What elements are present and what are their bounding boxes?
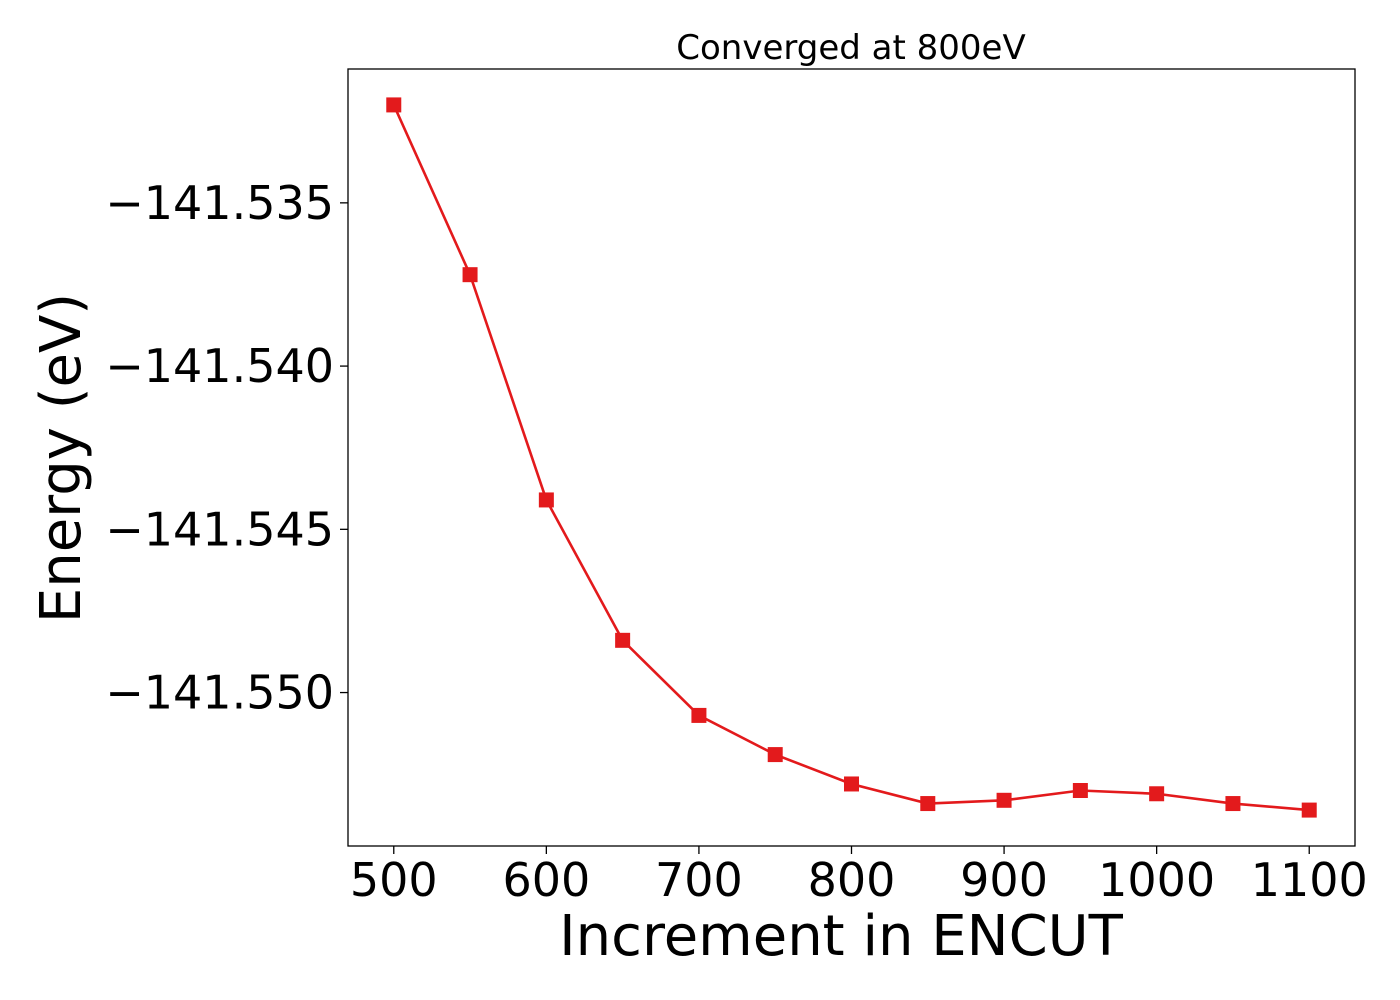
data-point-marker [538,492,554,508]
series-line [392,104,1310,812]
data-point-marker [1149,786,1165,802]
data-point-marker [1225,796,1241,812]
x-axis: 500 600 700 800 900 1000 1100 [350,846,1368,907]
data-point-marker [1301,802,1317,818]
data-point-marker [615,632,631,648]
data-point-marker [996,792,1012,808]
data-point-marker [691,707,707,723]
x-axis-label: Increment in ENCUT [559,904,1124,969]
y-tick-label: −141.550 [105,666,334,720]
x-tick-label: 900 [960,853,1048,907]
y-tick-label: −141.545 [105,502,334,556]
data-point-marker [920,796,936,812]
x-tick-label: 500 [350,853,438,907]
y-tick-label: −141.535 [105,176,334,230]
data-point-marker [462,267,478,283]
data-point-marker [844,776,859,792]
x-tick-label: 1100 [1251,853,1368,907]
x-tick-label: 800 [808,853,896,907]
x-tick-label: 700 [655,853,743,907]
plot-frame [347,68,1356,847]
chart-title: Converged at 800eV [676,28,1025,68]
data-point-marker [386,97,402,113]
data-point-marker [1072,783,1088,798]
y-axis: −141.535 −141.540 −141.545 −141.550 [105,176,348,720]
series-layer [386,97,1317,818]
x-tick-label: 600 [502,853,590,907]
y-tick-label: −141.540 [105,339,334,393]
data-point-marker [767,747,783,763]
y-axis-label: Energy (eV) [29,293,94,623]
x-tick-label: 1000 [1098,853,1215,907]
